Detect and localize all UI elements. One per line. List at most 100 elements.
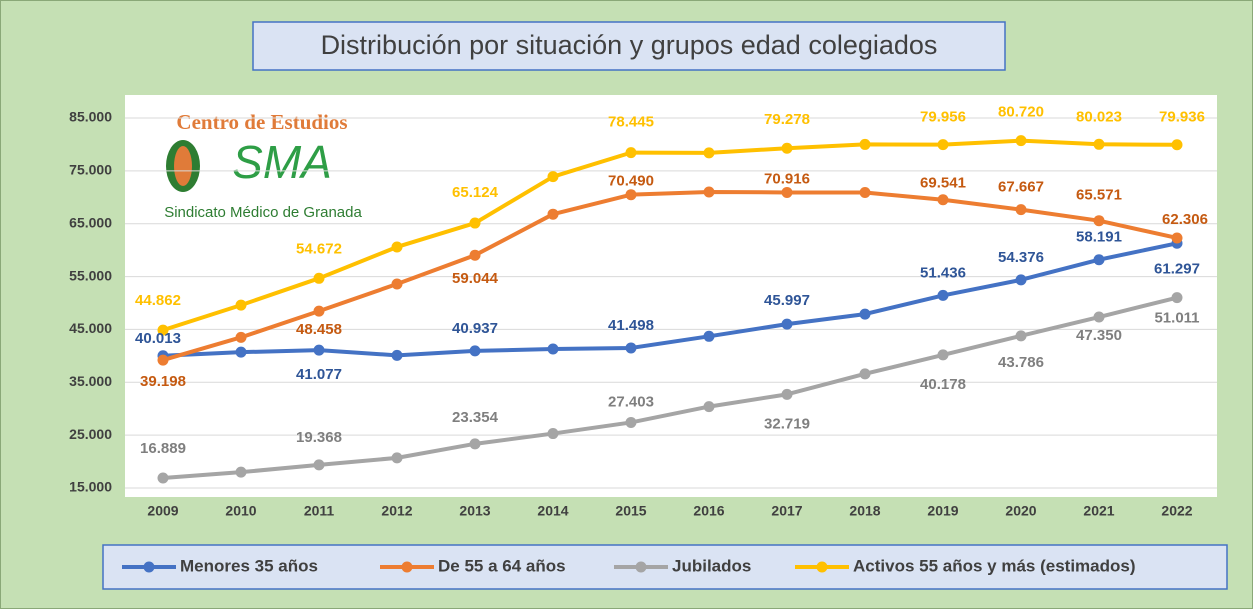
data-point	[859, 368, 871, 380]
legend-swatch	[635, 561, 647, 573]
data-point	[157, 354, 169, 366]
data-label: 58.191	[1076, 229, 1122, 246]
x-tick-label: 2009	[147, 503, 178, 519]
data-label: 79.278	[764, 111, 810, 128]
data-point	[625, 342, 637, 354]
data-point	[157, 472, 169, 484]
logo: Centro de Estudios SMA Sindicato Médico …	[164, 110, 362, 221]
data-label: 48.458	[296, 321, 342, 338]
data-point	[391, 452, 403, 464]
data-point	[1015, 135, 1027, 147]
data-label: 16.889	[140, 440, 186, 457]
x-tick-label: 2010	[225, 503, 256, 519]
data-label: 32.719	[764, 415, 810, 432]
data-point	[1015, 204, 1027, 216]
x-tick-label: 2013	[459, 503, 490, 519]
data-label: 19.368	[296, 429, 342, 446]
data-point	[937, 139, 949, 151]
x-tick-label: 2022	[1161, 503, 1192, 519]
data-label: 41.498	[608, 317, 654, 334]
x-tick-label: 2015	[615, 503, 646, 519]
data-point	[859, 308, 871, 320]
data-label: 65.124	[452, 184, 499, 201]
x-tick-label: 2014	[537, 503, 568, 519]
y-tick-label: 25.000	[69, 426, 112, 442]
data-point	[547, 343, 559, 355]
data-label: 62.306	[1162, 211, 1208, 228]
y-tick-label: 15.000	[69, 479, 112, 495]
data-point	[235, 346, 247, 358]
data-point	[391, 278, 403, 290]
data-point	[1015, 274, 1027, 286]
logo-heading: Centro de Estudios	[176, 110, 347, 134]
data-label: 40.937	[452, 320, 498, 337]
x-tick-label: 2017	[771, 503, 802, 519]
data-point	[703, 401, 715, 413]
data-point	[1093, 138, 1105, 150]
data-point	[469, 249, 481, 261]
data-point	[235, 299, 247, 311]
y-tick-label: 35.000	[69, 373, 112, 389]
legend-label: Menores 35 años	[180, 556, 318, 575]
legend-swatch	[816, 561, 828, 573]
data-label: 54.672	[296, 240, 342, 257]
data-point	[1171, 232, 1183, 244]
data-point	[1015, 330, 1027, 342]
data-point	[313, 344, 325, 356]
data-label: 40.013	[135, 330, 181, 347]
data-label: 39.198	[140, 373, 186, 390]
data-point	[781, 186, 793, 198]
data-label: 45.997	[764, 292, 810, 309]
x-tick-label: 2020	[1005, 503, 1036, 519]
data-point	[235, 331, 247, 343]
data-point	[469, 217, 481, 229]
data-label: 40.178	[920, 376, 966, 393]
data-label: 80.023	[1076, 108, 1122, 125]
series-line	[162, 138, 1178, 333]
data-label: 65.571	[1076, 187, 1122, 204]
data-label: 51.011	[1154, 310, 1199, 327]
data-label: 44.862	[135, 292, 181, 309]
plot-area	[125, 95, 1217, 497]
x-tick-label: 2021	[1083, 503, 1114, 519]
data-point	[703, 147, 715, 159]
data-label: 79.936	[1159, 109, 1205, 126]
x-tick-label: 2012	[381, 503, 412, 519]
logo-emblem	[174, 146, 192, 186]
legend-label: Jubilados	[672, 556, 751, 575]
data-label: 51.436	[920, 264, 966, 281]
data-point	[859, 138, 871, 150]
y-tick-label: 45.000	[69, 320, 112, 336]
legend-swatch	[401, 561, 413, 573]
data-point	[781, 142, 793, 154]
data-label: 67.667	[998, 179, 1044, 196]
legend-label: Activos 55 años y más (estimados)	[853, 556, 1136, 575]
data-label: 59.044	[452, 270, 499, 287]
data-point	[859, 187, 871, 199]
data-point	[313, 305, 325, 317]
data-point	[781, 388, 793, 400]
data-point	[937, 289, 949, 301]
data-point	[547, 428, 559, 440]
data-point	[391, 241, 403, 253]
series-line	[162, 295, 1178, 481]
x-tick-label: 2019	[927, 503, 958, 519]
data-point	[937, 194, 949, 206]
data-point	[157, 324, 169, 336]
x-tick-label: 2016	[693, 503, 724, 519]
data-label: 69.541	[920, 175, 966, 192]
data-label: 23.354	[452, 409, 499, 426]
data-label: 78.445	[608, 114, 654, 131]
data-label: 61.297	[1154, 260, 1200, 277]
data-label: 80.720	[998, 104, 1044, 121]
y-tick-label: 65.000	[69, 214, 112, 230]
data-point	[781, 318, 793, 330]
data-point	[625, 147, 637, 159]
data-point	[469, 345, 481, 357]
data-point	[1093, 311, 1105, 323]
title-box	[252, 21, 1006, 71]
series-line	[162, 190, 1178, 363]
data-label: 47.350	[1076, 327, 1122, 344]
x-tick-label: 2011	[304, 503, 335, 519]
